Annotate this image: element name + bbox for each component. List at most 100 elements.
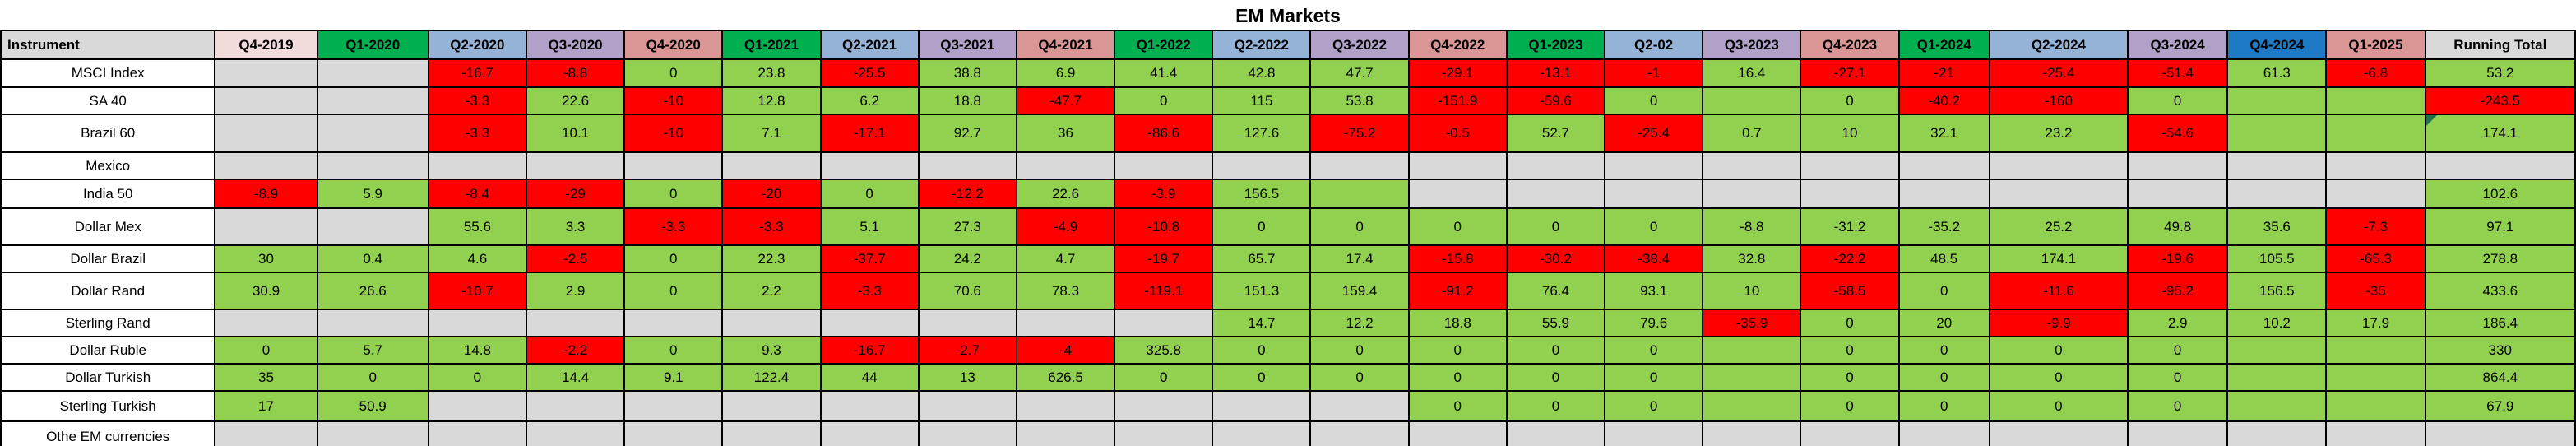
value-cell[interactable]: -2.7 [917,336,1017,365]
value-cell[interactable]: -8.4 [427,179,527,209]
value-cell[interactable] [214,58,318,88]
column-header-q3-2020[interactable]: Q3-2020 [525,30,626,60]
value-cell[interactable]: 0 [1897,363,1990,392]
column-header-q2-2020[interactable]: Q2-2020 [427,30,527,60]
value-cell[interactable] [1015,151,1116,180]
value-cell[interactable]: -31.2 [1800,207,1900,246]
value-cell[interactable]: -8.8 [1702,207,1802,246]
value-cell[interactable]: -40.2 [1897,86,1990,115]
value-cell[interactable] [214,207,318,246]
value-cell[interactable]: 0 [1309,207,1410,246]
value-cell[interactable]: 0 [1407,390,1508,422]
value-cell[interactable] [316,207,429,246]
value-cell[interactable]: -37.7 [819,244,920,273]
value-cell[interactable] [214,420,318,446]
value-cell[interactable]: -35.2 [1897,207,1990,246]
value-cell[interactable] [2325,114,2426,153]
value-cell[interactable]: 92.7 [917,114,1017,153]
value-cell[interactable] [1407,179,1508,209]
value-cell[interactable]: 14.4 [525,363,626,392]
column-header-q4-2022[interactable]: Q4-2022 [1407,30,1508,60]
value-cell[interactable]: 151.3 [1212,272,1312,310]
value-cell[interactable]: -16.7 [427,58,527,88]
value-cell[interactable]: 44 [819,363,920,392]
value-cell[interactable]: 7.1 [721,114,822,153]
value-cell[interactable]: 30.9 [214,272,318,310]
value-cell[interactable]: -17.1 [819,114,920,153]
value-cell[interactable]: 0 [2127,336,2229,365]
value-cell[interactable]: 0 [623,272,724,310]
value-cell[interactable]: 0 [2127,86,2229,115]
value-cell[interactable] [1702,179,1802,209]
value-cell[interactable] [214,309,318,337]
running-total-cell[interactable]: 186.4 [2424,309,2576,337]
value-cell[interactable] [819,151,920,180]
value-cell[interactable]: 23.8 [721,58,822,88]
running-total-cell[interactable]: 102.6 [2424,179,2576,209]
value-cell[interactable] [1988,179,2129,209]
value-cell[interactable]: -75.2 [1309,114,1410,153]
value-cell[interactable] [721,390,822,422]
column-header-q1-2022[interactable]: Q1-2022 [1114,30,1214,60]
value-cell[interactable]: 0 [1897,272,1990,310]
value-cell[interactable] [623,309,724,337]
value-cell[interactable]: -6.8 [2325,58,2426,88]
running-total-cell[interactable]: -243.5 [2424,86,2576,115]
value-cell[interactable] [1114,151,1214,180]
value-cell[interactable]: -2.5 [525,244,626,273]
value-cell[interactable] [316,309,429,337]
value-cell[interactable]: 10.1 [525,114,626,153]
value-cell[interactable] [2226,363,2328,392]
value-cell[interactable] [721,420,822,446]
value-cell[interactable]: 32.1 [1897,114,1990,153]
value-cell[interactable]: -2.2 [525,336,626,365]
value-cell[interactable]: 10.2 [2226,309,2328,337]
value-cell[interactable]: 0 [623,244,724,273]
value-cell[interactable]: 0 [623,336,724,365]
value-cell[interactable]: -35.9 [1702,309,1802,337]
value-cell[interactable]: -3.3 [427,114,527,153]
instrument-cell-sterling-turkish[interactable]: Sterling Turkish [0,390,216,422]
value-cell[interactable] [1604,420,1704,446]
value-cell[interactable]: -119.1 [1114,272,1214,310]
value-cell[interactable]: 0 [1309,336,1410,365]
value-cell[interactable]: 5.9 [316,179,429,209]
value-cell[interactable]: 48.5 [1897,244,1990,273]
value-cell[interactable]: 127.6 [1212,114,1312,153]
value-cell[interactable]: -4.9 [1015,207,1116,246]
value-cell[interactable]: 0 [623,179,724,209]
value-cell[interactable] [1897,420,1990,446]
value-cell[interactable]: 14.7 [1212,309,1312,337]
value-cell[interactable] [1309,390,1410,422]
running-total-cell[interactable]: 864.4 [2424,363,2576,392]
value-cell[interactable]: 12.8 [721,86,822,115]
value-cell[interactable]: 18.8 [1407,309,1508,337]
value-cell[interactable] [2325,363,2426,392]
instrument-cell-dollar-turkish[interactable]: Dollar Turkish [0,363,216,392]
value-cell[interactable]: 23.2 [1988,114,2129,153]
value-cell[interactable]: 9.1 [623,363,724,392]
value-cell[interactable] [819,420,920,446]
value-cell[interactable]: -29 [525,179,626,209]
instrument-cell-dollar-rand[interactable]: Dollar Rand [0,272,216,310]
value-cell[interactable]: 0 [1407,336,1508,365]
value-cell[interactable]: 0.7 [1702,114,1802,153]
value-cell[interactable]: 49.8 [2127,207,2229,246]
value-cell[interactable]: 30 [214,244,318,273]
value-cell[interactable] [1114,309,1214,337]
value-cell[interactable]: -29.1 [1407,58,1508,88]
value-cell[interactable]: 0 [1800,336,1900,365]
value-cell[interactable]: -95.2 [2127,272,2229,310]
value-cell[interactable] [525,390,626,422]
value-cell[interactable]: -20 [721,179,822,209]
value-cell[interactable] [1407,420,1508,446]
value-cell[interactable]: 76.4 [1505,272,1606,310]
value-cell[interactable] [1604,179,1704,209]
value-cell[interactable] [1702,363,1802,392]
column-header-q2-2022[interactable]: Q2-2022 [1212,30,1312,60]
value-cell[interactable]: -8.9 [214,179,318,209]
value-cell[interactable] [2226,336,2328,365]
value-cell[interactable]: 0 [1988,363,2129,392]
value-cell[interactable]: -19.7 [1114,244,1214,273]
value-cell[interactable] [214,86,318,115]
